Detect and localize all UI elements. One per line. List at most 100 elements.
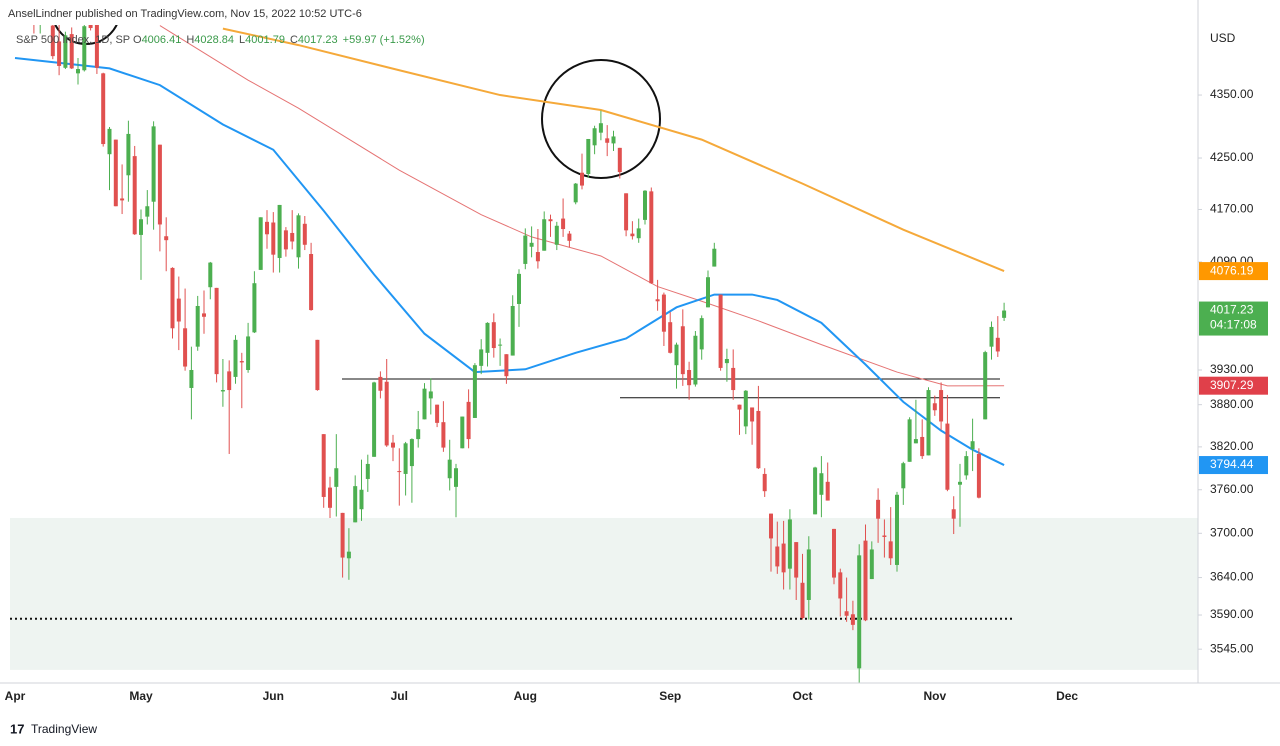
x-tick-label: May	[129, 689, 153, 703]
last-price: 4017.23	[1210, 303, 1254, 317]
candle-body	[271, 222, 276, 255]
candle-body	[372, 382, 377, 457]
candle-body	[535, 252, 540, 262]
brand: 17 TradingView	[10, 721, 97, 736]
candle-body	[447, 459, 452, 479]
candle-body	[542, 219, 547, 251]
candle-body	[214, 287, 219, 375]
candle-body	[252, 283, 257, 333]
candle-body	[573, 183, 578, 203]
candle-body	[113, 139, 118, 207]
candle-body	[706, 277, 710, 308]
candle-body	[756, 410, 761, 469]
candle-body	[567, 233, 572, 241]
last-price-bg	[1199, 301, 1268, 336]
candle-body	[687, 369, 692, 386]
candle-body	[876, 499, 881, 519]
candle-body	[353, 486, 358, 523]
candle-body	[630, 233, 635, 237]
x-tick-label: Oct	[792, 689, 812, 703]
candle-body	[724, 358, 729, 364]
candle-body	[466, 401, 471, 440]
candle-body	[107, 128, 112, 155]
candle-body	[517, 273, 521, 304]
candle-body	[819, 473, 824, 495]
candle-body	[605, 138, 610, 143]
candle-body	[718, 294, 723, 368]
moving-average	[159, 25, 1005, 387]
candle-body	[529, 242, 534, 247]
candle-body	[498, 344, 503, 346]
publisher: AnselLindner published on TradingView.co…	[8, 8, 362, 20]
candle-body	[76, 69, 80, 74]
ohlc-letter: H	[186, 34, 194, 46]
moving-average	[14, 56, 1005, 466]
candle-body	[731, 367, 736, 391]
candle-body	[958, 481, 962, 485]
candle-body	[1002, 310, 1007, 318]
y-tick-label: 3820.00	[1210, 439, 1254, 453]
candle-body	[624, 193, 629, 231]
candle-body	[132, 156, 137, 235]
currency: USD	[1210, 31, 1236, 45]
candle-body	[239, 361, 244, 363]
candle-body	[995, 337, 1000, 352]
candle-body	[926, 390, 931, 456]
candle-body	[970, 441, 975, 449]
candle-body	[699, 318, 704, 350]
candle-body	[428, 391, 433, 399]
candle-body	[945, 423, 950, 490]
candle-body	[655, 299, 660, 302]
candle-body	[391, 442, 395, 448]
candle-body	[57, 41, 62, 66]
candle-body	[781, 543, 786, 573]
candle-body	[183, 328, 188, 367]
candle-body	[844, 611, 849, 616]
candle-body	[157, 144, 162, 225]
candle-body	[737, 404, 742, 410]
candle-body	[787, 519, 792, 569]
ohlc-value: 4001.79	[245, 34, 285, 46]
candle-body	[561, 218, 566, 230]
candle-body	[176, 298, 181, 322]
candle-body	[636, 228, 641, 239]
candle-body	[63, 35, 68, 68]
candle-body	[611, 136, 616, 144]
candle-body	[126, 133, 131, 176]
brand-name: TradingView	[31, 722, 97, 736]
candle-body	[932, 403, 937, 411]
candle-body	[485, 322, 490, 353]
ohlc-letter: L	[239, 34, 245, 46]
candle-body	[976, 453, 981, 498]
moving-average	[222, 27, 1005, 273]
candle-body	[750, 407, 755, 422]
y-tick-label: 4350.00	[1210, 87, 1254, 101]
candle-body	[920, 436, 925, 457]
candle-body	[50, 25, 55, 57]
candle-body	[983, 352, 988, 420]
candle-body	[258, 217, 263, 270]
y-tick-label: 3930.00	[1210, 362, 1254, 376]
x-tick-label: Aug	[514, 689, 537, 703]
x-tick-label: Nov	[923, 689, 946, 703]
candle-body	[491, 322, 496, 349]
ma-price-label-bg	[1199, 376, 1268, 395]
symbol: S&P 500 Index, 1D, SP	[16, 34, 130, 46]
candle-body	[813, 467, 818, 515]
legend: S&P 500 Index, 1D, SP O 4006.41 H 4028.84 L 4…	[16, 34, 425, 46]
y-tick-label: 3760.00	[1210, 482, 1254, 496]
candle-body	[825, 481, 830, 501]
candle-body	[340, 512, 345, 558]
candle-body	[951, 509, 956, 519]
candle-body	[277, 204, 282, 258]
candle-body	[769, 513, 773, 539]
x-tick-label: Jun	[263, 689, 284, 703]
ohlc-value: 4028.84	[194, 34, 234, 46]
candle-body	[309, 254, 314, 311]
candle-body	[472, 365, 477, 418]
candle-body	[832, 528, 836, 578]
candle-body	[882, 535, 887, 537]
candle-body	[321, 434, 326, 497]
